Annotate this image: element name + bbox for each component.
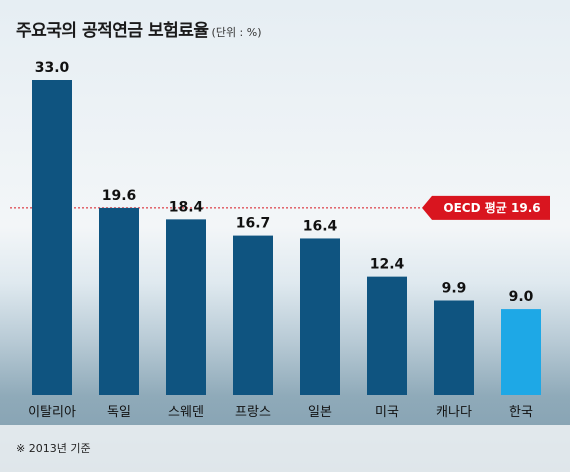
value-label-0: 33.0 [35,60,70,76]
bar-5 [367,276,407,395]
category-label-7: 한국 [509,405,533,420]
category-label-4: 일본 [308,405,332,420]
value-label-6: 9.9 [442,281,467,297]
category-label-6: 캐나다 [436,405,472,420]
bar-0 [32,80,72,395]
value-label-2: 18.4 [169,199,204,215]
category-label-3: 프랑스 [235,405,271,420]
value-label-7: 9.0 [509,289,534,305]
bar-4 [300,238,340,395]
category-label-0: 이탈리아 [28,405,76,420]
title-row: 주요국의 공적연금 보험료율 (단위 : %) [16,16,262,41]
category-label-2: 스웨덴 [168,405,204,420]
bar-6 [434,300,474,395]
footnote: ※ 2013년 기준 [16,442,91,455]
unit-note: (단위 : %) [211,26,262,39]
category-label-5: 미국 [375,405,399,420]
oecd-average-label: OECD 평균 19.6 [443,201,540,215]
oecd-average-badge [422,195,550,220]
value-label-5: 12.4 [370,257,405,273]
bar-7 [501,309,541,395]
footer-band [0,425,570,472]
bar-2 [166,219,206,395]
value-label-4: 16.4 [303,218,338,234]
value-label-3: 16.7 [236,216,271,232]
bar-3 [233,235,273,395]
value-label-1: 19.6 [102,188,137,204]
chart-title: 주요국의 공적연금 보험료율 [16,21,209,41]
bar-1 [99,207,139,395]
category-label-1: 독일 [107,405,131,420]
